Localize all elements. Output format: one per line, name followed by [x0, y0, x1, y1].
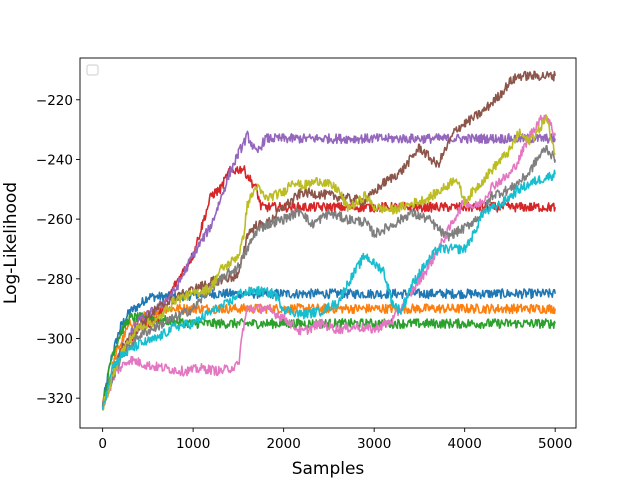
plot-area	[80, 58, 576, 428]
y-tick-label: −260	[36, 212, 73, 228]
x-tick-label: 3000	[357, 436, 391, 452]
legend-box	[86, 64, 99, 76]
series-layer	[101, 70, 556, 411]
x-axis-label: Samples	[292, 459, 365, 479]
series-line-10	[101, 169, 556, 410]
x-tick-label: 1000	[176, 436, 210, 452]
x-tick-label: 5000	[538, 436, 572, 452]
y-tick-label: −280	[36, 272, 73, 288]
plot-frame	[79, 57, 577, 429]
y-axis: −320 −300 −280 −260 −240 −220	[36, 93, 80, 407]
series-line-9	[101, 114, 556, 411]
y-tick-label: −320	[36, 391, 73, 407]
x-tick-label: 4000	[447, 436, 481, 452]
y-tick-label: −300	[36, 331, 73, 347]
y-axis-label: Log-Likelihood	[1, 182, 21, 304]
series-line-6	[101, 70, 556, 408]
y-tick-label: −220	[36, 93, 73, 109]
series-line-5	[101, 130, 556, 404]
series-line-2	[101, 303, 556, 407]
series-line-7	[102, 114, 556, 411]
x-tick-label: 2000	[266, 436, 300, 452]
x-tick-label: 0	[98, 436, 107, 452]
y-tick-label: −240	[36, 152, 73, 168]
x-axis: 0 1000 2000 3000 4000 5000	[98, 428, 572, 452]
